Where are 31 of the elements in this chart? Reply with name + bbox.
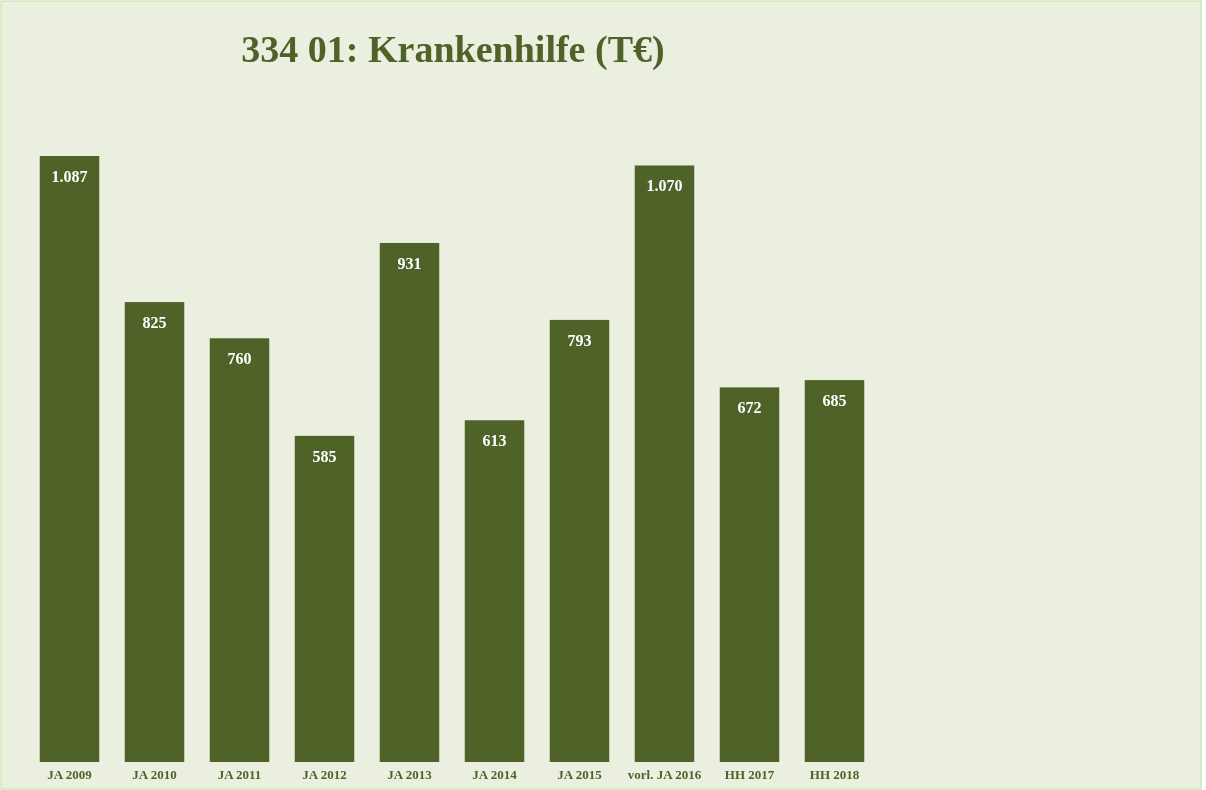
x-tick-label: vorl. JA 2016 — [627, 767, 702, 783]
x-tick-label: JA 2010 — [132, 767, 177, 783]
x-tick-label: JA 2009 — [47, 767, 93, 783]
x-tick-label: JA 2013 — [387, 767, 433, 783]
x-tick-label: JA 2014 — [472, 767, 518, 783]
data-label: 585 — [312, 447, 337, 465]
data-label: 672 — [737, 399, 762, 417]
x-tick-label: JA 2011 — [217, 767, 262, 783]
bar — [549, 319, 610, 762]
bar — [634, 165, 695, 762]
bar — [464, 420, 525, 762]
x-tick-label: JA 2012 — [302, 767, 347, 783]
data-label: 825 — [142, 314, 167, 332]
bar — [719, 387, 780, 762]
bar — [379, 242, 440, 762]
bar — [804, 380, 865, 762]
data-label: 685 — [822, 392, 847, 410]
x-tick-label: HH 2018 — [809, 767, 860, 783]
x-tick-label: HH 2017 — [724, 767, 775, 783]
data-label: 613 — [482, 432, 507, 450]
data-label: 1.070 — [646, 177, 683, 195]
x-tick-label: JA 2015 — [557, 767, 603, 783]
bar — [124, 302, 185, 762]
chart-title: 334 01: Krankenhilfe (T€) — [241, 28, 665, 71]
data-label: 1.087 — [51, 168, 88, 185]
bar — [39, 156, 100, 762]
bar — [294, 435, 355, 762]
bar — [209, 338, 270, 762]
data-label: 931 — [397, 254, 422, 272]
data-label: 793 — [567, 331, 592, 349]
data-label: 760 — [227, 350, 252, 368]
